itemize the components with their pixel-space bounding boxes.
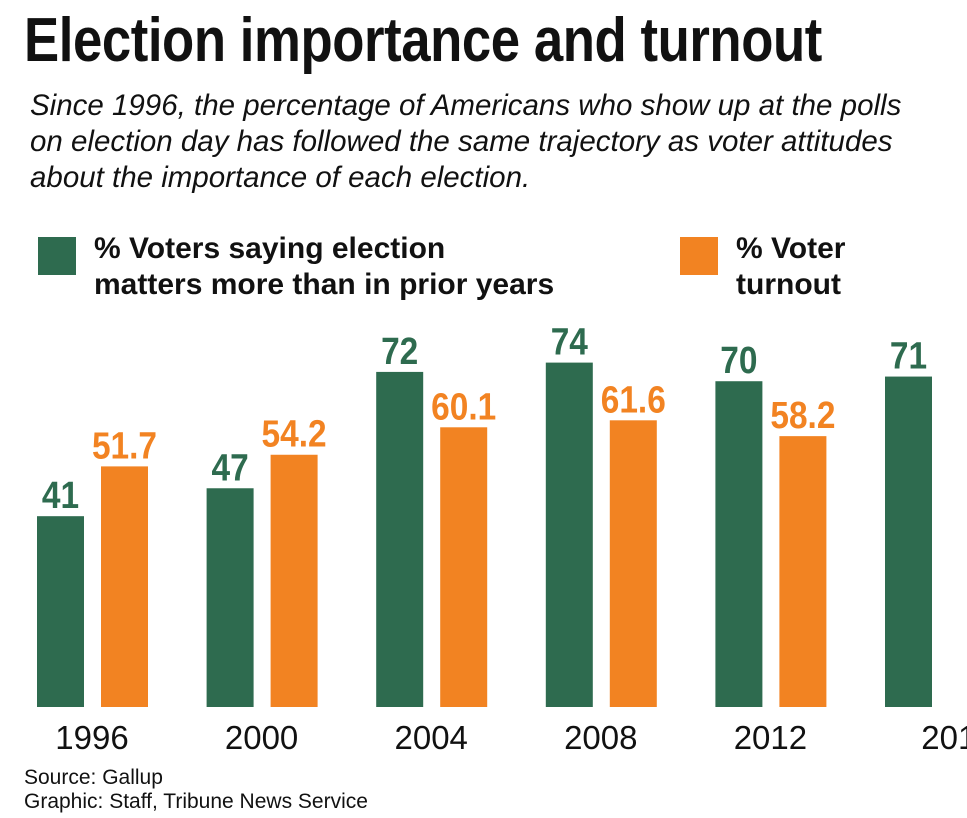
bar-turnout-2012 bbox=[779, 436, 827, 707]
legend-label-turnout-line2: turnout bbox=[736, 268, 841, 301]
legend-label-turnout-line1: % Voter bbox=[736, 232, 846, 265]
source-note: Source: Gallup bbox=[24, 766, 163, 789]
legend-label-matters-line2: matters more than in prior years bbox=[94, 268, 555, 301]
bar-matters-2000 bbox=[206, 488, 254, 707]
legend-swatch-matters bbox=[38, 237, 76, 275]
data-label-turnout-2000: 54.2 bbox=[262, 413, 327, 455]
x-tick-label-1996: 1996 bbox=[55, 719, 128, 756]
credit-note: Graphic: Staff, Tribune News Service bbox=[24, 790, 368, 813]
bar-turnout-2004 bbox=[440, 427, 488, 707]
legend-label-turnout: % Voter turnout bbox=[736, 231, 845, 303]
data-label-turnout-2008: 61.6 bbox=[601, 378, 666, 420]
legend-label-matters-line1: % Voters saying election bbox=[94, 232, 446, 265]
bar-turnout-2000 bbox=[270, 454, 318, 707]
chart-subtitle: Since 1996, the percentage of Americans … bbox=[30, 89, 902, 194]
bar-matters-2008 bbox=[545, 362, 593, 707]
chart-title: Election importance and turnout bbox=[24, 6, 822, 75]
legend-label-matters: % Voters saying election matters more th… bbox=[94, 231, 554, 303]
data-label-matters-2008: 74 bbox=[551, 321, 588, 363]
bar-matters-2012 bbox=[715, 381, 763, 707]
data-label-matters-1996: 41 bbox=[42, 474, 79, 516]
bar-matters-2016 bbox=[885, 376, 932, 707]
x-tick-label-2000: 2000 bbox=[225, 719, 298, 756]
data-label-matters-2012: 70 bbox=[720, 339, 757, 381]
x-tick-label-2012: 2012 bbox=[734, 719, 807, 756]
data-label-matters-2016: 71 bbox=[890, 335, 927, 377]
x-tick-label-2004: 2004 bbox=[394, 719, 467, 756]
data-label-turnout-1996: 51.7 bbox=[92, 424, 157, 466]
legend-swatch-turnout bbox=[680, 237, 718, 275]
data-label-turnout-2012: 58.2 bbox=[770, 394, 835, 436]
bar-matters-2004 bbox=[376, 371, 424, 707]
data-label-matters-2000: 47 bbox=[212, 446, 249, 488]
bar-turnout-2008 bbox=[609, 420, 657, 707]
bar-turnout-1996 bbox=[101, 466, 148, 707]
x-tick-label-2016: 2016 bbox=[921, 719, 967, 756]
data-label-turnout-2004: 60.1 bbox=[431, 385, 496, 427]
x-tick-label-2008: 2008 bbox=[564, 719, 637, 756]
bar-matters-1996 bbox=[37, 516, 84, 707]
data-label-matters-2004: 72 bbox=[381, 330, 418, 372]
